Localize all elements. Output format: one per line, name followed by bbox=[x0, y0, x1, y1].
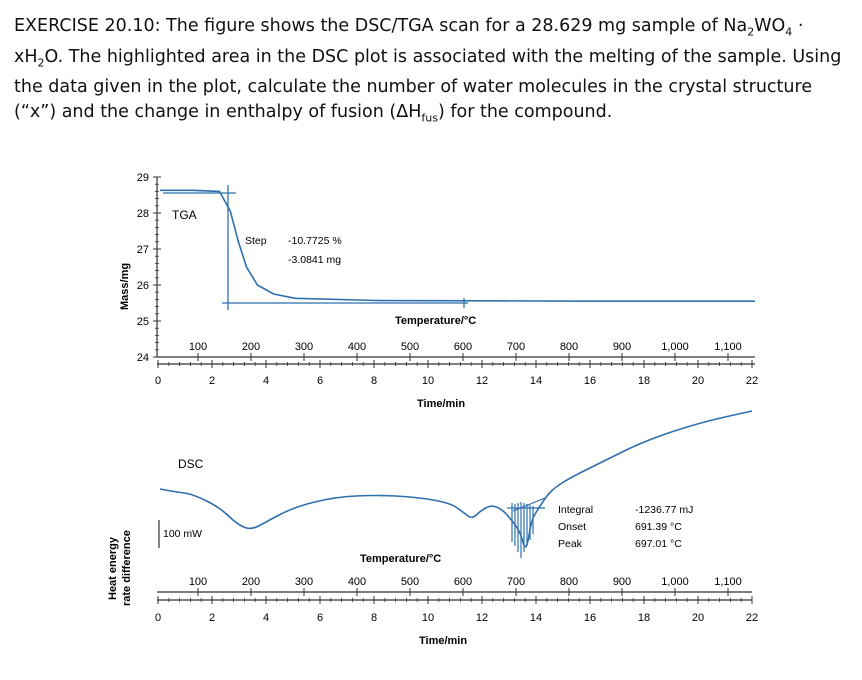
dsc-time-tick-label: 4 bbox=[263, 612, 269, 624]
exercise-text-part-3: ) for the compound. bbox=[437, 102, 613, 122]
tga-y-tick-label: 27 bbox=[137, 244, 149, 256]
dsc-scale-label: 100 mW bbox=[163, 528, 202, 540]
tga-time-tick-label: 16 bbox=[584, 375, 596, 387]
dsc-time-tick-label: 18 bbox=[638, 612, 650, 624]
fusion-subscript: fus bbox=[421, 111, 438, 125]
tga-time-tick-label: 14 bbox=[530, 375, 542, 387]
exercise-text: EXERCISE 20.10: The figure shows the DSC… bbox=[14, 14, 849, 131]
formula-part: · xH bbox=[14, 16, 804, 67]
dsc-temperature-tick-label: 200 bbox=[242, 576, 260, 588]
tga-temperature-tick-label: 400 bbox=[348, 341, 366, 353]
dsc-time-label: Time/min bbox=[419, 635, 467, 647]
tga-time-tick-label: 0 bbox=[155, 375, 161, 387]
dsc-time-tick-label: 14 bbox=[530, 612, 542, 624]
tga-step-mass: -3.0841 mg bbox=[288, 254, 341, 266]
tga-temperature-ticks: 100 200 300 400 500 600 700 800 900 1,000 1,100 bbox=[189, 341, 742, 361]
formula-part: WO bbox=[754, 16, 786, 36]
tga-temperature-tick-label: 200 bbox=[242, 341, 260, 353]
tga-time-tick-label: 2 bbox=[209, 375, 215, 387]
tga-time-tick-label: 10 bbox=[422, 375, 434, 387]
dsc-time-tick-label: 22 bbox=[746, 612, 758, 624]
dsc-temperature-tick-label: 300 bbox=[295, 576, 313, 588]
tga-mass-curve bbox=[160, 189, 755, 302]
tga-time-tick-label: 22 bbox=[746, 375, 758, 387]
dsc-temperature-tick-label: 500 bbox=[401, 576, 419, 588]
tga-time-ticks: 0 2 4 6 8 10 12 14 16 18 20 22 bbox=[155, 360, 758, 387]
formula-subscript: 4 bbox=[785, 25, 793, 39]
dsc-heat-flow-curve bbox=[159, 410, 753, 548]
dsc-temperature-tick-label: 900 bbox=[613, 576, 631, 588]
tga-temperature-tick-label: 100 bbox=[189, 341, 207, 353]
dsc-temperature-ticks: 100 200 300 400 500 600 700 800 900 1,000 1,100 bbox=[189, 576, 742, 596]
tga-temperature-tick-label: 900 bbox=[613, 341, 631, 353]
dsc-time-tick-label: 0 bbox=[155, 612, 161, 624]
dsc-time-tick-label: 2 bbox=[209, 612, 215, 624]
tga-y-axis-label: Mass/mg bbox=[119, 263, 131, 310]
dsc-temperature-label: Temperature/°C bbox=[360, 553, 441, 565]
tga-temperature-tick-label: 600 bbox=[454, 341, 472, 353]
dsc-time-tick-label: 10 bbox=[422, 612, 434, 624]
tga-temperature-tick-label: 700 bbox=[507, 341, 525, 353]
tga-y-tick-label: 25 bbox=[137, 316, 149, 328]
formula-subscript: 2 bbox=[747, 25, 755, 39]
tga-temperature-tick-label: 500 bbox=[401, 341, 419, 353]
dsc-temperature-tick-label: 800 bbox=[560, 576, 578, 588]
tga-temperature-tick-label: 1,000 bbox=[661, 341, 689, 353]
dsc-peak-label: Peak bbox=[558, 538, 583, 550]
dsc-temperature-tick-label: 100 bbox=[189, 576, 207, 588]
tga-y-tick-label: 28 bbox=[137, 208, 149, 220]
tga-y-tick-label: 26 bbox=[137, 280, 149, 292]
dsc-title: DSC bbox=[178, 457, 204, 471]
tga-title: TGA bbox=[172, 208, 197, 222]
dsc-panel: DSC Heat energy rate difference 100 mW 1… bbox=[107, 410, 758, 647]
dsc-time-tick-label: 6 bbox=[317, 612, 323, 624]
dsc-temperature-tick-label: 400 bbox=[348, 576, 366, 588]
dsc-time-ticks: 0 2 4 6 8 10 12 14 16 18 20 22 bbox=[155, 596, 758, 624]
dsc-temperature-tick-label: 600 bbox=[454, 576, 472, 588]
exercise-text-part-1: EXERCISE 20.10: The figure shows the DSC… bbox=[14, 16, 748, 36]
dsc-peak-value: 697.01 °C bbox=[635, 538, 682, 550]
dsc-y-axis-label-2: rate difference bbox=[121, 530, 133, 606]
dsc-time-tick-label: 8 bbox=[371, 612, 377, 624]
exercise-text-part-2: O. The highlighted area in the DSC plot … bbox=[14, 46, 842, 123]
tga-y-tick-label: 29 bbox=[137, 172, 149, 184]
tga-temperature-tick-label: 300 bbox=[295, 341, 313, 353]
dsc-temperature-tick-label: 1,100 bbox=[714, 576, 742, 588]
tga-temperature-tick-label: 800 bbox=[560, 341, 578, 353]
tga-time-tick-label: 6 bbox=[317, 375, 323, 387]
tga-time-tick-label: 18 bbox=[638, 375, 650, 387]
dsc-time-tick-label: 20 bbox=[692, 612, 704, 624]
tga-time-tick-label: 12 bbox=[476, 375, 488, 387]
tga-time-label: Time/min bbox=[417, 398, 465, 410]
dsc-integral-value: -1236.77 mJ bbox=[635, 504, 693, 516]
tga-temperature-label: Temperature/°C bbox=[395, 315, 476, 327]
tga-time-tick-label: 8 bbox=[371, 375, 377, 387]
tga-step-label: Step bbox=[245, 235, 267, 247]
dsc-integral-label: Integral bbox=[558, 504, 593, 516]
dsc-time-tick-label: 16 bbox=[584, 612, 596, 624]
dsc-onset-label: Onset bbox=[558, 521, 586, 533]
dsc-temperature-tick-label: 700 bbox=[507, 576, 525, 588]
dsc-y-axis-label-1: Heat energy bbox=[107, 536, 119, 600]
tga-y-tick-label: 24 bbox=[137, 352, 149, 364]
dsc-temperature-tick-label: 1,000 bbox=[661, 576, 689, 588]
tga-step-percent: -10.7725 % bbox=[288, 235, 342, 247]
tga-y-ticks: 24 25 26 27 28 29 bbox=[137, 172, 161, 364]
tga-time-tick-label: 4 bbox=[263, 375, 269, 387]
tga-temperature-tick-label: 1,100 bbox=[714, 341, 742, 353]
dsc-onset-value: 691.39 °C bbox=[635, 521, 682, 533]
tga-time-tick-label: 20 bbox=[692, 375, 704, 387]
formula-subscript: 2 bbox=[37, 56, 45, 69]
dsc-time-tick-label: 12 bbox=[476, 612, 488, 624]
